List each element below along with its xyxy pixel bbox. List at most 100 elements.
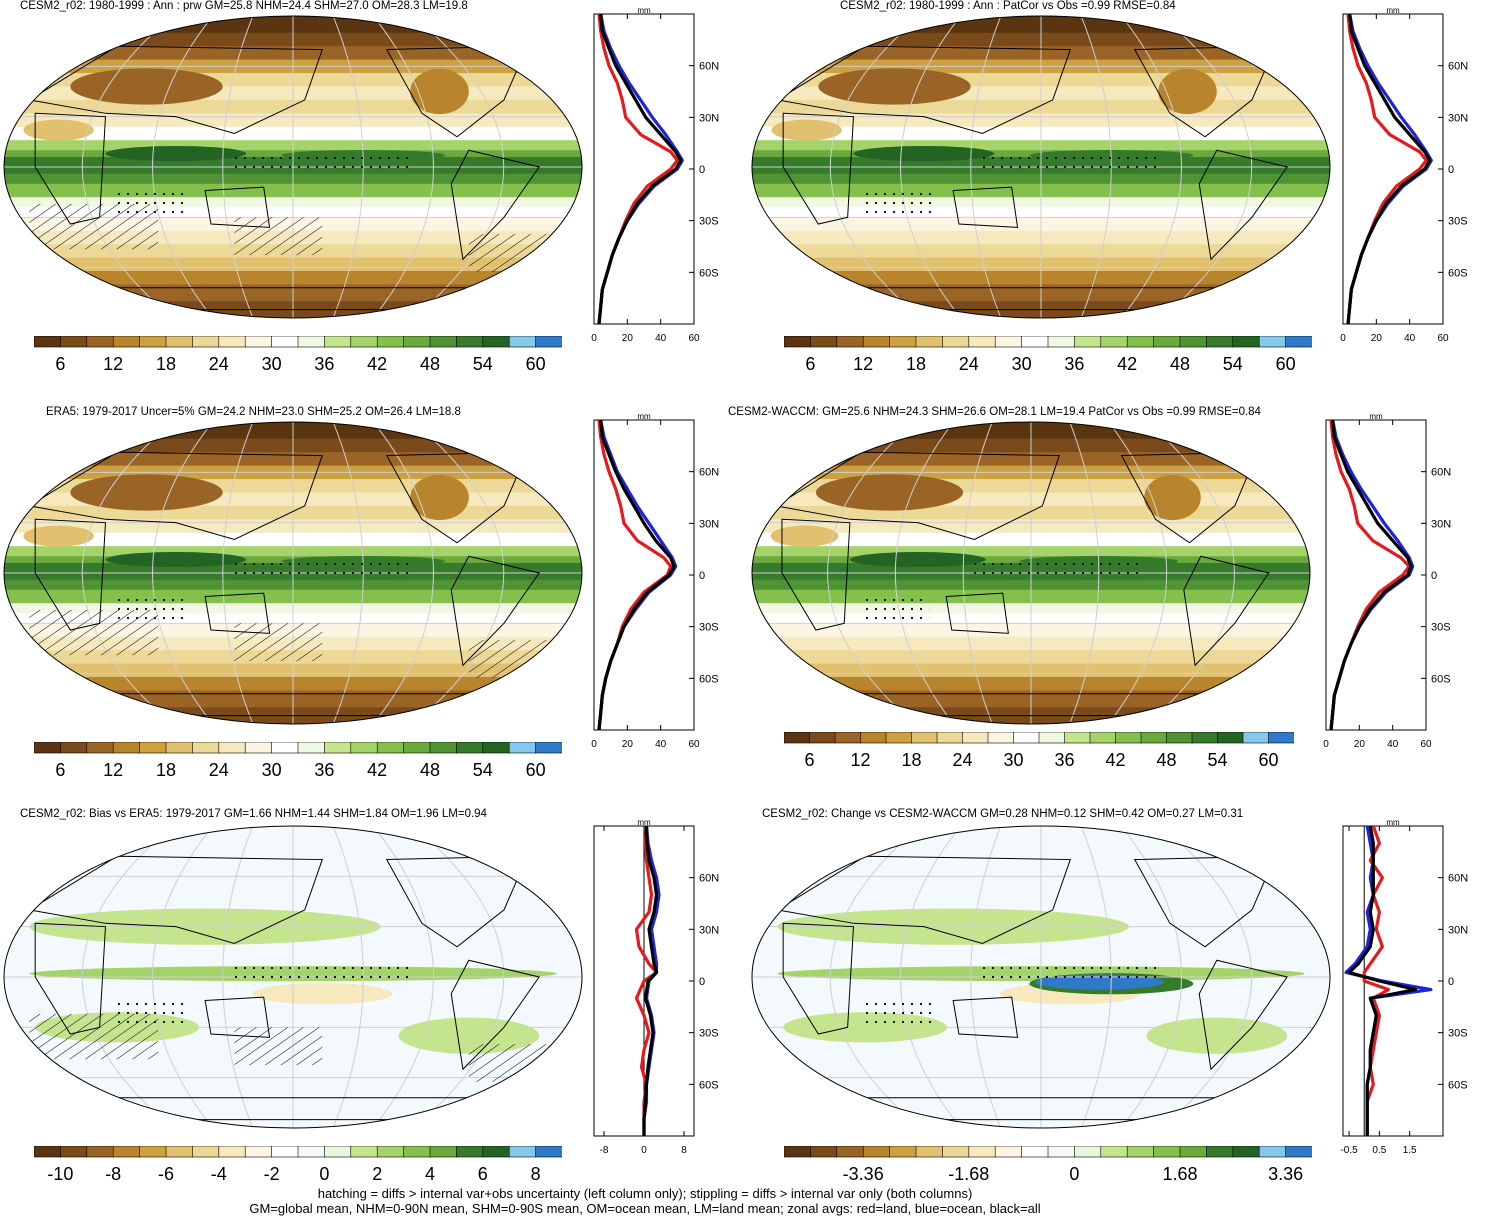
colorbar-label: 6	[55, 760, 65, 780]
colorbar-swatch	[1126, 336, 1155, 348]
colorbar-swatch	[962, 732, 989, 744]
y-tick-label: 60S	[1448, 267, 1468, 279]
map-change	[751, 825, 1331, 1129]
continent-outline	[1198, 149, 1288, 261]
colorbar-label: 6	[804, 750, 814, 770]
colorbar-swatch	[1140, 732, 1168, 744]
colorbar-label: -10	[47, 1164, 73, 1184]
colorbar-label: 42	[1117, 354, 1137, 374]
map-field	[752, 826, 1330, 1128]
colorbar-label: 12	[103, 760, 123, 780]
colorbar-swatch	[994, 336, 1023, 348]
colorbar-swatch	[324, 336, 352, 348]
x-tick-label: 40	[655, 333, 667, 344]
colorbar-swatch	[34, 336, 62, 348]
colorbar-label: 12	[850, 750, 870, 770]
graticule-meridian	[829, 16, 921, 318]
colorbar-swatch	[508, 1146, 537, 1158]
colorbar-swatch	[1021, 336, 1049, 348]
unit-label: mm	[1386, 818, 1400, 827]
y-tick-label: 60N	[1448, 61, 1468, 73]
colorbar-swatch	[1179, 336, 1208, 348]
series-ocean	[597, 419, 678, 731]
colorbar-swatch	[112, 336, 141, 348]
colorbar-label: 30	[1012, 354, 1032, 374]
hatching-region	[29, 1013, 159, 1060]
colorbar-swatch	[192, 336, 220, 348]
dry-region	[70, 474, 223, 511]
graticule-meridian	[372, 422, 434, 724]
y-tick-label: 60N	[699, 467, 719, 479]
colorbar-swatch	[968, 1146, 996, 1158]
colorbar-label: 54	[473, 760, 493, 780]
graticule-meridian	[1161, 16, 1253, 318]
y-tick-label: 0	[699, 570, 705, 582]
series-land	[1346, 13, 1428, 325]
colorbar-swatch	[244, 336, 273, 348]
colorbar-swatch	[1074, 336, 1102, 348]
y-tick-label: 0	[1448, 976, 1454, 988]
colorbar-swatch	[34, 1146, 62, 1158]
colorbar-swatch	[376, 336, 405, 348]
graticule-meridian	[413, 16, 505, 318]
colorbar-label: 18	[156, 354, 176, 374]
graticule-meridian	[372, 16, 434, 318]
zonal-mean-base: mm 0 20 40 60 60N 30N 0 30S 60S	[1323, 412, 1451, 750]
stippling-region	[865, 997, 936, 1025]
colorbar-swatch	[324, 742, 352, 754]
colorbar-swatch	[139, 336, 167, 348]
series-land	[1329, 419, 1411, 731]
colorbar-swatch	[1232, 1146, 1260, 1158]
stippling-region	[234, 966, 411, 986]
colorbar-swatch	[1285, 1146, 1312, 1158]
colorbar-swatch	[482, 742, 510, 754]
stippling-region	[865, 187, 936, 215]
colorbar-label: 42	[367, 760, 387, 780]
colorbar-swatch	[350, 742, 378, 754]
y-tick-label: 0	[1448, 164, 1454, 176]
zonal-mean-obs: mm 0 20 40 60 60N 30N 0 30S 60S	[591, 412, 719, 750]
unit-label: mm	[1369, 412, 1383, 421]
colorbar-swatch	[403, 742, 431, 754]
colorbar-swatch	[1153, 1146, 1181, 1158]
colorbar-label: 30	[262, 354, 282, 374]
colorbar-swatch	[1013, 732, 1040, 744]
map-border	[3, 825, 583, 1129]
colorbar-label: 42	[367, 354, 387, 374]
colorbar-change: -3.36 -1.68 0 1.68 3.36	[784, 1146, 1312, 1184]
colorbar-swatch	[1074, 1146, 1102, 1158]
colorbar-swatch	[784, 732, 811, 744]
colorbar-label: 2	[372, 1164, 382, 1184]
moist-region	[105, 552, 247, 568]
series-all	[1347, 825, 1418, 1136]
graticule-meridian	[81, 16, 173, 318]
x-tick-label: 20	[622, 739, 634, 750]
colorbar-swatch	[1047, 336, 1076, 348]
graticule-meridian	[152, 422, 214, 724]
colorbar-swatch	[218, 1146, 246, 1158]
colorbar-swatch	[784, 1146, 812, 1158]
y-tick-label: 60S	[1431, 673, 1451, 685]
colorbar-label: 54	[1207, 750, 1227, 770]
colorbar-swatch	[508, 742, 537, 754]
colorbar-swatch	[86, 742, 114, 754]
colorbar-label: 60	[526, 354, 546, 374]
colorbar-label: 60	[1258, 750, 1278, 770]
colorbar-swatch	[324, 1146, 352, 1158]
colorbar-swatch	[889, 336, 917, 348]
series-ocean	[1344, 825, 1433, 1136]
y-tick-label: 30N	[1431, 518, 1451, 530]
zonal-mean-model-patcor: mm 0 20 40 60 60N 30N 0 30S 60S	[1340, 6, 1468, 344]
colorbar-label: 8	[531, 1164, 541, 1184]
x-tick-label: 0	[591, 333, 597, 344]
panel-title: CESM2_r02: 1980-1999 : Ann : PatCor vs O…	[840, 0, 1176, 12]
panel-title: CESM2_r02: 1980-1999 : Ann : prw GM=25.8…	[20, 0, 468, 12]
continent-outline	[782, 112, 855, 225]
colorbar-label: 0	[319, 1164, 329, 1184]
colorbar-swatch	[994, 1146, 1023, 1158]
graticule-meridian	[413, 422, 505, 724]
colorbar-label: 3.36	[1268, 1164, 1303, 1184]
y-tick-label: 30S	[699, 622, 719, 634]
x-tick-label: 60	[1420, 739, 1432, 750]
colorbar-swatch	[885, 732, 913, 744]
